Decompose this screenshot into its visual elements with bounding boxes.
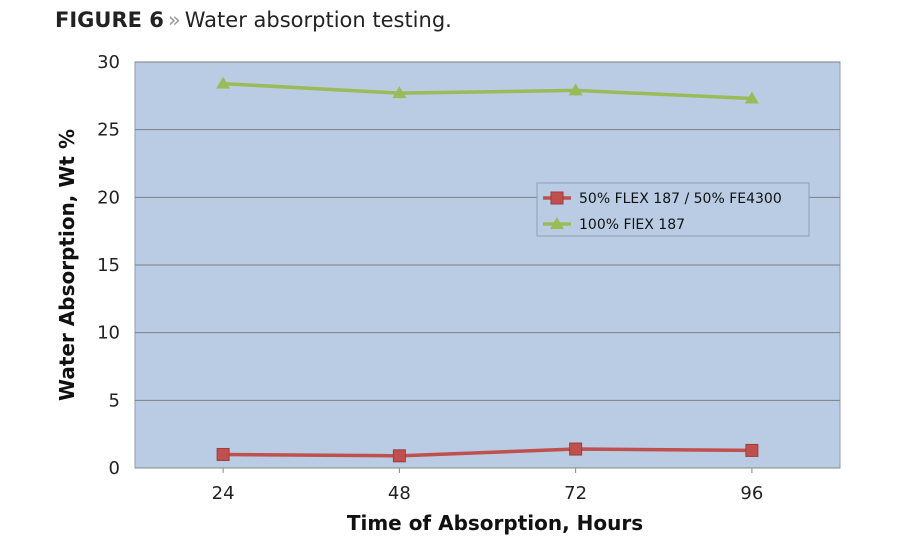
y-tick-label: 15 [97, 255, 120, 276]
x-tick-label: 96 [740, 483, 763, 504]
legend: 50% FLEX 187 / 50% FE4300 100% FlEX 187 [536, 182, 810, 237]
legend-label: 50% FLEX 187 / 50% FE4300 [579, 191, 782, 207]
y-tick-label: 25 [97, 120, 120, 141]
y-axis-label: Water Absorption, Wt % [55, 129, 79, 401]
figure-title: FIGURE 6» Water absorption testing. [55, 8, 452, 32]
data-point [568, 83, 583, 96]
x-axis-label: Time of Absorption, Hours [347, 511, 643, 535]
legend-box [536, 182, 810, 237]
y-tick-label: 10 [97, 323, 120, 344]
figure-separator: » [167, 8, 181, 32]
data-point [216, 447, 230, 461]
x-tick-label: 48 [388, 483, 411, 504]
x-tick-label: 72 [564, 483, 587, 504]
series-0 [216, 442, 759, 463]
data-point [216, 76, 231, 89]
data-point [569, 442, 583, 456]
y-tick-label: 5 [109, 390, 120, 411]
series-line [223, 447, 752, 458]
x-tick-label: 24 [212, 483, 235, 504]
legend-label: 100% FlEX 187 [579, 217, 685, 233]
data-point [745, 443, 759, 457]
data-point [392, 449, 406, 463]
figure-caption: Water absorption testing. [184, 8, 452, 32]
y-tick-label: 30 [97, 52, 120, 73]
data-point [392, 86, 407, 99]
series-1 [216, 76, 759, 104]
legend-marker [550, 217, 564, 229]
figure-label: FIGURE 6 [55, 8, 164, 32]
legend-marker [550, 191, 564, 205]
series-line [223, 81, 752, 101]
data-point [744, 91, 759, 104]
y-tick-label: 20 [97, 187, 120, 208]
y-tick-label: 0 [109, 458, 120, 479]
